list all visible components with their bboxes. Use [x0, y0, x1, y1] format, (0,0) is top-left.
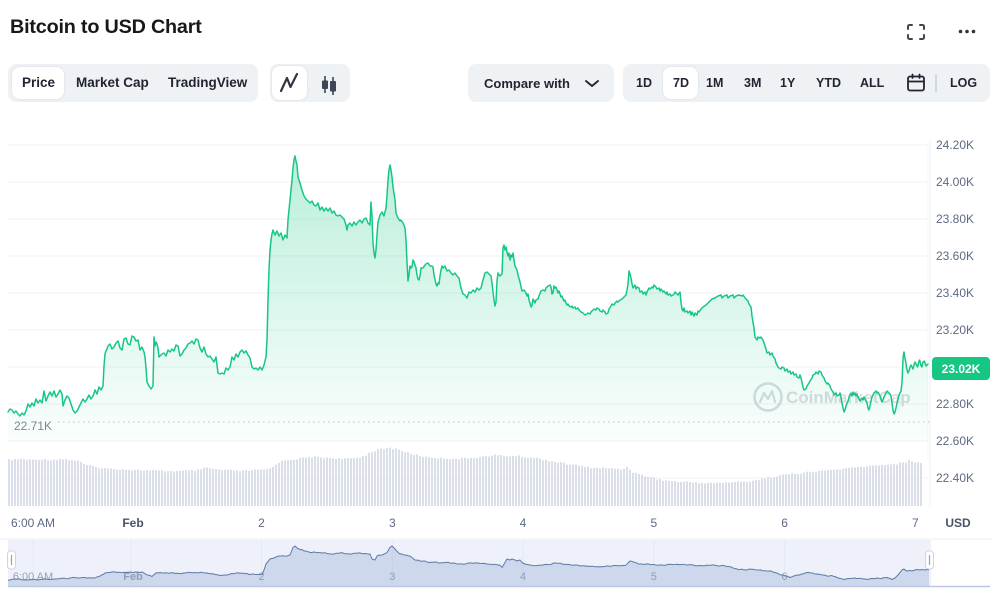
svg-text:23.40K: 23.40K [936, 286, 974, 300]
svg-text:2: 2 [258, 516, 265, 530]
svg-text:24.00K: 24.00K [936, 175, 974, 189]
svg-text:24.20K: 24.20K [936, 138, 974, 152]
svg-text:2: 2 [258, 571, 264, 583]
svg-text:22.71K: 22.71K [14, 419, 52, 433]
svg-text:23.02K: 23.02K [942, 362, 981, 376]
svg-text:Feb: Feb [123, 571, 143, 583]
svg-text:22.60K: 22.60K [936, 434, 974, 448]
svg-text:Feb: Feb [122, 516, 143, 530]
svg-text:22.80K: 22.80K [936, 397, 974, 411]
svg-text:5: 5 [651, 571, 657, 583]
svg-text:23.60K: 23.60K [936, 249, 974, 263]
svg-text:6: 6 [782, 571, 788, 583]
svg-text:6: 6 [781, 516, 788, 530]
svg-text:3: 3 [389, 516, 396, 530]
svg-text:5: 5 [650, 516, 657, 530]
svg-text:USD: USD [945, 516, 971, 530]
svg-text:23.20K: 23.20K [936, 323, 974, 337]
svg-text:6:00 AM: 6:00 AM [11, 516, 55, 530]
svg-text:4: 4 [520, 571, 526, 583]
svg-text:7: 7 [912, 516, 919, 530]
svg-text:4: 4 [520, 516, 527, 530]
svg-text:22.40K: 22.40K [936, 471, 974, 485]
svg-text:23.80K: 23.80K [936, 212, 974, 226]
svg-text:3: 3 [389, 571, 395, 583]
